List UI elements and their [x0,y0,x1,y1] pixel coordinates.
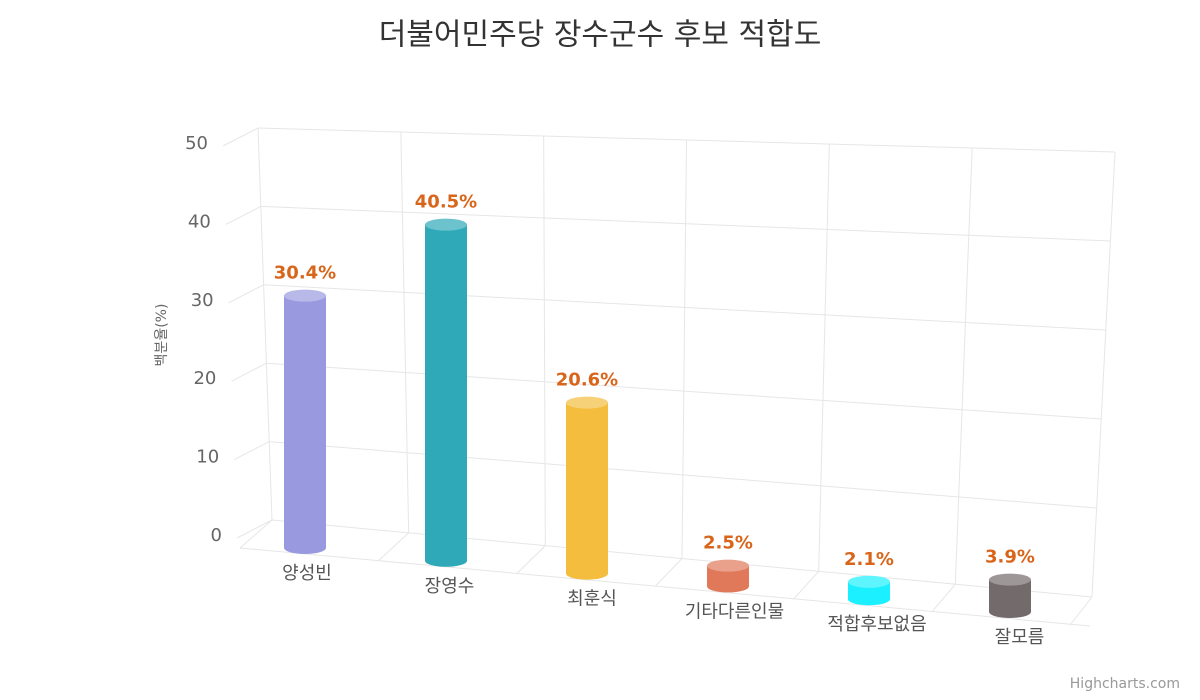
data-label: 30.4% [274,263,336,284]
cylinder-top [989,573,1031,586]
cylinder-top [284,289,326,302]
grid-line-side [222,127,259,147]
y-tick-label: 40 [188,211,211,232]
x-tick-label: 양성빈 [282,563,332,584]
grid-line-side [233,441,270,461]
x-tick-label: 기타다른인물 [685,601,784,622]
wall-divider [543,135,546,546]
floor-divider [931,583,956,613]
x-tick-label: 최훈식 [567,589,617,610]
data-label: 2.1% [844,549,894,570]
data-label: 2.5% [703,533,753,554]
grid-line-side [236,519,273,539]
floor-divider [377,532,410,562]
cylinder-top [848,575,890,588]
wall-divider [257,127,273,521]
floor-divider [792,570,820,600]
cylinder-top [425,218,467,231]
grid-line-side [225,205,262,225]
floor-edge [239,547,1091,627]
chart-title: 더불어민주당 장수군수 후보 적합도 [379,18,822,53]
wall-divider [400,131,410,533]
floor-divider [239,519,273,549]
wall-divider [681,139,687,559]
bar [566,402,608,574]
wall-divider [954,147,973,585]
data-label: 40.5% [415,192,477,213]
grid-line-side [228,284,264,304]
credit: Highcharts.com [1070,676,1180,692]
y-axis-label: 백분율(%) [154,304,170,367]
x-tick-label: 잘모름 [995,627,1045,648]
grid-line-side [231,362,267,382]
floor-divider [654,558,683,587]
x-tick-label: 장영수 [425,576,475,597]
x-tick-label: 적합후보없음 [827,614,926,635]
cylinder-top [707,559,749,572]
y-tick-label: 10 [196,447,219,468]
floor-divider [516,545,546,575]
y-tick-label: 20 [193,368,216,389]
y-tick-label: 50 [185,133,208,154]
wall-divider [818,143,830,572]
y-tick-label: 0 [211,525,222,546]
cylinder-top [566,396,608,409]
y-tick-label: 30 [191,290,214,311]
wall-divider [1091,151,1116,598]
bar [425,224,467,561]
data-label: 3.9% [985,547,1035,568]
bar [284,295,326,548]
data-label: 20.6% [556,370,618,391]
floor-divider [1069,596,1093,626]
